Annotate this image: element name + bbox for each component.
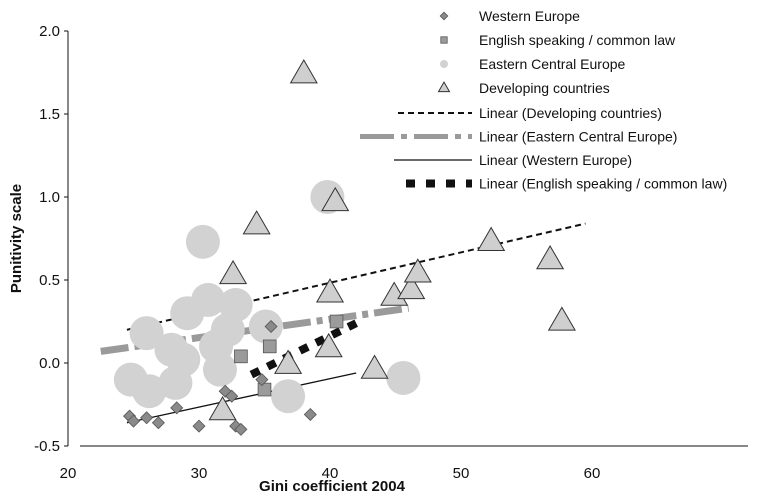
point-circle-7 — [185, 224, 220, 259]
point-triangle-7 — [321, 186, 350, 212]
y-tick-label: 1.0 — [39, 189, 60, 206]
point-triangle-13 — [536, 244, 565, 270]
legend-label: Linear (Western Europe) — [479, 152, 632, 168]
legend-label: Western Europe — [479, 8, 580, 24]
x-tick-label: 40 — [322, 465, 339, 482]
x-tick-label: 50 — [453, 465, 470, 482]
x-tick-label: 30 — [191, 465, 208, 482]
point-triangle-2 — [242, 210, 271, 235]
point-diamond-5 — [192, 419, 206, 433]
legend-label: Developing countries — [479, 80, 610, 96]
point-triangle-1 — [218, 259, 248, 285]
legend-label: Eastern Central Europe — [479, 56, 626, 72]
legend-label: English speaking / common law — [479, 32, 676, 48]
legend-label: Linear (Developing countries) — [479, 105, 662, 121]
point-circle-1 — [129, 316, 164, 351]
y-tick-label: 0.0 — [39, 355, 60, 372]
point-diamond-3 — [151, 416, 165, 430]
point-square-0 — [234, 349, 248, 364]
point-circle-6 — [166, 342, 201, 377]
legend-marker-triangle — [437, 81, 451, 93]
axes: -0.5 0.0 0.5 1.0 1.5 2.0 20 30 40 50 60 Gini coeffi… — [8, 23, 748, 495]
legend-label: Linear (Eastern Central Europe) — [479, 129, 677, 145]
point-diamond-11 — [264, 319, 278, 333]
point-circle-16 — [386, 360, 421, 395]
x-tick-label: 60 — [584, 465, 601, 482]
point-triangle-14 — [547, 306, 576, 331]
point-circle-8 — [191, 282, 226, 317]
point-triangle-8 — [360, 354, 389, 379]
point-triangle-6 — [315, 278, 345, 303]
x-axis-label: Gini coefficient 2004 — [259, 478, 406, 495]
trendline-0 — [126, 222, 586, 331]
x-tick-label: 20 — [60, 465, 77, 482]
legend: Western Europe English speaking / common … — [360, 8, 727, 192]
point-triangle-4 — [289, 59, 318, 84]
point-circle-12 — [218, 287, 253, 322]
point-square-1 — [257, 382, 272, 397]
legend-marker-square — [440, 36, 448, 44]
point-square-2 — [262, 339, 277, 354]
legend-marker-diamond — [439, 11, 449, 21]
point-triangle-0 — [208, 396, 237, 421]
point-diamond-10 — [255, 373, 269, 387]
point-diamond-1 — [126, 414, 141, 428]
point-circle-10 — [202, 352, 237, 387]
data-points — [113, 59, 576, 436]
point-circle-2 — [132, 374, 167, 409]
y-tick-label: 2.0 — [39, 23, 60, 40]
legend-label: Linear (English speaking / common law) — [479, 176, 727, 192]
y-tick-label: -0.5 — [34, 438, 60, 455]
point-triangle-11 — [403, 258, 432, 283]
y-tick-label: 0.5 — [39, 272, 60, 289]
point-triangle-3 — [274, 349, 303, 374]
point-square-3 — [329, 314, 344, 329]
point-diamond-2 — [140, 411, 154, 425]
trendline-2 — [126, 372, 357, 424]
point-triangle-10 — [397, 274, 426, 300]
point-triangle-12 — [477, 226, 506, 251]
y-tick-label: 1.5 — [39, 106, 60, 123]
point-triangle-5 — [314, 332, 343, 358]
point-diamond-4 — [170, 401, 184, 415]
point-diamond-12 — [303, 407, 317, 421]
y-axis-label: Punitivity scale — [8, 184, 25, 293]
legend-marker-circle — [440, 60, 448, 68]
point-diamond-7 — [225, 389, 239, 403]
point-diamond-9 — [234, 422, 248, 436]
point-circle-14 — [271, 379, 306, 414]
trendline-3 — [249, 319, 358, 379]
